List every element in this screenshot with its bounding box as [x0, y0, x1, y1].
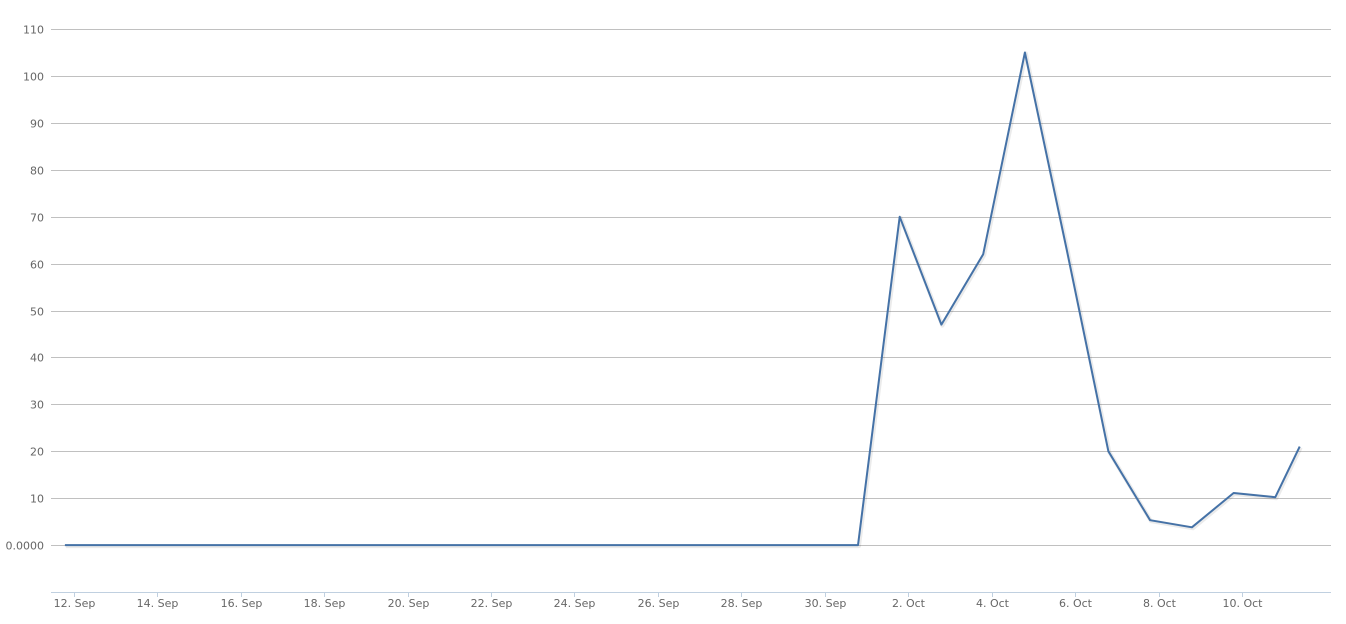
- x-tick-label: 26. Sep: [638, 597, 680, 610]
- y-tick-label: 80: [30, 165, 44, 178]
- y-tick-label: 30: [30, 399, 44, 412]
- series-line-shadow: [66, 54, 1301, 547]
- x-tick-label: 2. Oct: [892, 597, 926, 610]
- y-tick-label: 70: [30, 212, 44, 225]
- series-line: [65, 53, 1300, 546]
- x-tick-label: 20. Sep: [388, 597, 430, 610]
- x-tick-label: 16. Sep: [221, 597, 263, 610]
- x-tick-label: 4. Oct: [976, 597, 1010, 610]
- x-tick-label: 10. Oct: [1222, 597, 1263, 610]
- x-tick-label: 8. Oct: [1143, 597, 1177, 610]
- x-axis: 12. Sep 14. Sep 16. Sep 18. Sep 20. Sep 22. S…: [51, 592, 1331, 610]
- y-tick-label: 20: [30, 446, 44, 459]
- x-tick-label: 14. Sep: [137, 597, 179, 610]
- series-group: [65, 52, 1301, 546]
- x-tick-label: 12. Sep: [54, 597, 96, 610]
- x-tick-label: 18. Sep: [304, 597, 346, 610]
- y-tick-label: 10: [30, 493, 44, 506]
- y-tick-label: 110: [23, 24, 44, 37]
- y-tick-label: 0.0000: [6, 540, 45, 553]
- x-tick-label: 22. Sep: [471, 597, 513, 610]
- x-tick-label: 24. Sep: [554, 597, 596, 610]
- y-tick-label: 90: [30, 118, 44, 131]
- y-axis: 0.0000 10 20 30 40 50 60 70 80 90 100 110: [6, 24, 45, 553]
- y-tick-label: 60: [30, 259, 44, 272]
- x-tick-label: 28. Sep: [721, 597, 763, 610]
- x-tick-label: 6. Oct: [1059, 597, 1093, 610]
- x-tick-label: 30. Sep: [805, 597, 847, 610]
- y-tick-label: 100: [23, 71, 44, 84]
- y-tick-label: 40: [30, 352, 44, 365]
- gridlines: [51, 30, 1331, 546]
- y-tick-label: 50: [30, 306, 44, 319]
